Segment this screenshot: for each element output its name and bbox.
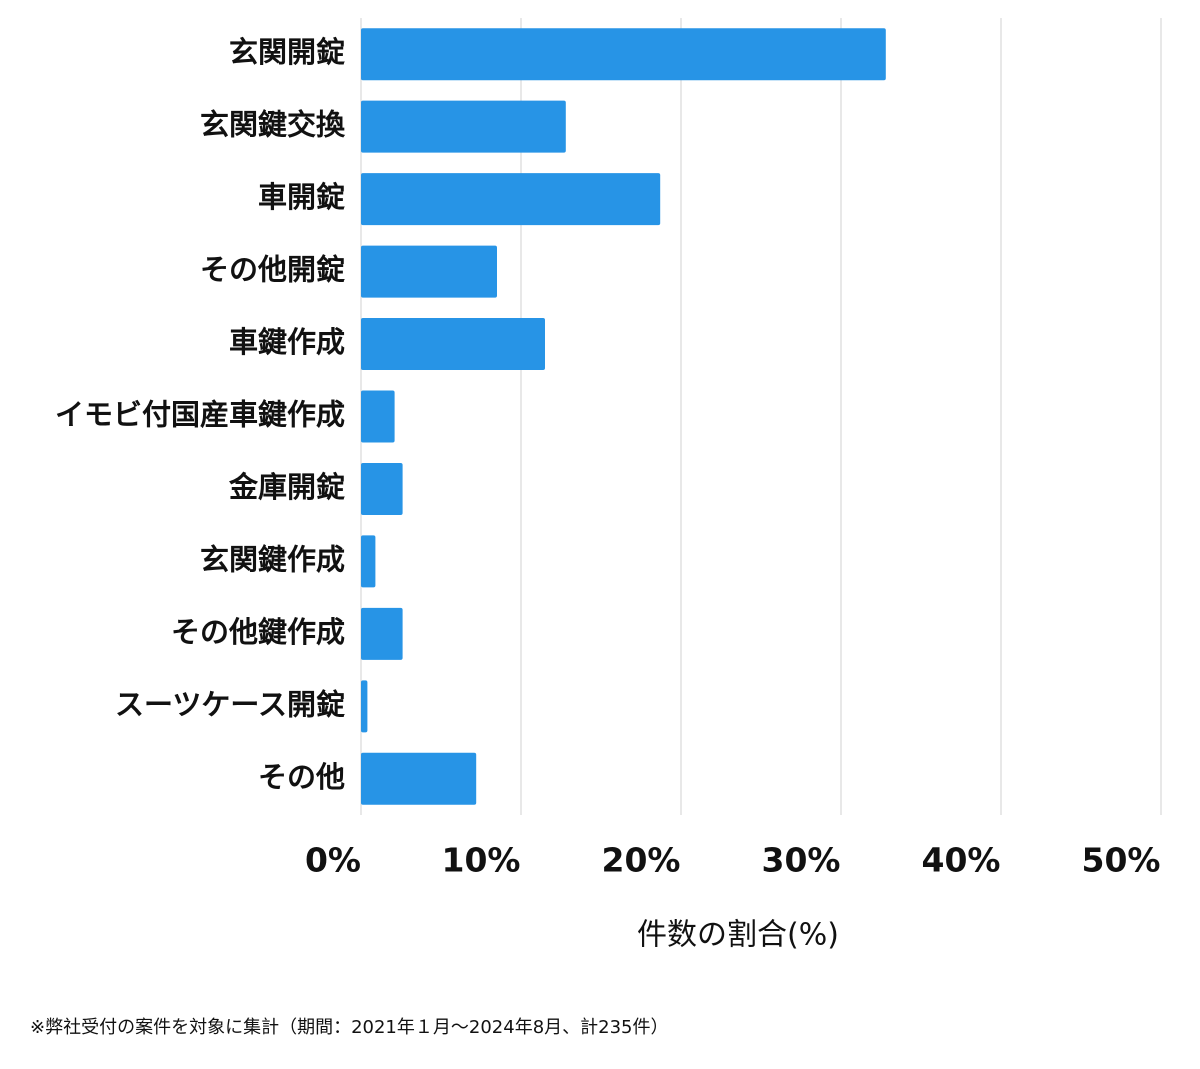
y-tick-label: その他	[258, 760, 345, 794]
y-tick-label: 玄関鍵作成	[200, 542, 345, 576]
y-tick-label: イモビ付国産車鍵作成	[55, 398, 345, 432]
x-axis-label: 件数の割合(%)	[637, 918, 839, 953]
y-tick-label: 金庫開錠	[228, 470, 345, 504]
bar	[361, 390, 395, 443]
bar	[361, 680, 368, 733]
bar	[361, 462, 403, 515]
bar	[361, 752, 477, 805]
bar	[361, 535, 376, 588]
y-tick-label: 車鍵作成	[229, 325, 345, 359]
x-tick-label: 40%	[922, 841, 1001, 880]
y-tick-label: 車開錠	[258, 180, 345, 214]
bar	[361, 245, 497, 298]
bar	[361, 318, 545, 371]
y-tick-label: その他開錠	[200, 253, 345, 287]
x-tick-label: 20%	[602, 841, 681, 880]
bar	[361, 607, 403, 660]
x-tick-label: 50%	[1082, 841, 1161, 880]
footnote: ※弊社受付の案件を対象に集計（期間：2021年１月〜2024年8月、計235件）	[30, 1017, 669, 1038]
x-tick-label: 30%	[762, 841, 841, 880]
y-tick-label: 玄関鍵交換	[200, 108, 346, 142]
bar	[361, 28, 886, 81]
x-tick-label: 0%	[305, 841, 361, 880]
y-tick-label: 玄関開錠	[229, 35, 345, 69]
x-tick-label: 10%	[442, 841, 521, 880]
bar	[361, 100, 566, 153]
y-tick-label: スーツケース開錠	[115, 687, 345, 721]
y-tick-label: その他鍵作成	[171, 615, 345, 649]
bar	[361, 173, 661, 226]
